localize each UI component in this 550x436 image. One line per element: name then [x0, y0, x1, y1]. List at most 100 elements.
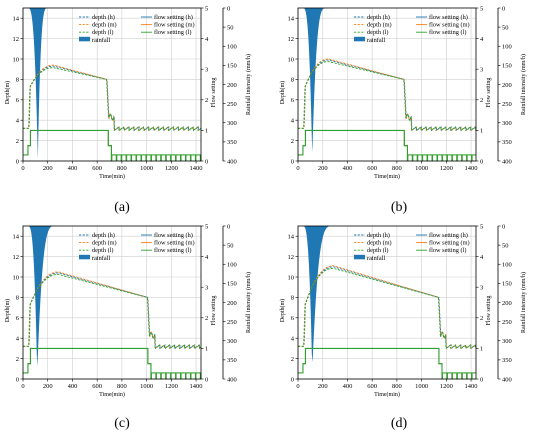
flow-setting-h-series — [298, 130, 476, 162]
y-tick-label: 12 — [13, 254, 20, 261]
panel-caption: (d) — [391, 416, 408, 431]
depth-h-series — [298, 266, 477, 350]
legend-label-1: depth (m) — [92, 22, 117, 29]
legend: depth (h)depth (m)depth (l)rainfall flow … — [354, 232, 470, 262]
y3-tick-label: 50 — [502, 242, 509, 249]
depth-h-series — [23, 272, 202, 350]
y3-tick-label: 200 — [227, 82, 237, 89]
y2-tick-label: 5 — [480, 223, 483, 230]
panel-caption: (b) — [391, 200, 408, 215]
legend-swatch-3 — [354, 36, 365, 42]
x-tick-label: 800 — [117, 383, 127, 390]
y-tick-label: 8 — [291, 77, 294, 84]
rainfall-series — [302, 226, 333, 363]
x-tick-label: 800 — [392, 165, 402, 172]
x-tick-label: 800 — [392, 383, 402, 390]
y3-tick-label: 100 — [227, 44, 237, 51]
y-tick-label: 0 — [291, 376, 294, 383]
flow-setting-l-series — [23, 129, 202, 162]
legend-label-5: flow setting (m) — [429, 240, 470, 247]
y2-axis-label: Flow setting — [486, 296, 492, 326]
y3-tick-label: 300 — [227, 120, 237, 127]
y2-tick-label: 3 — [205, 67, 208, 74]
depth-h-series — [23, 65, 202, 132]
y3-tick-label: 0 — [227, 5, 230, 12]
y-tick-label: 0 — [16, 158, 19, 165]
plot-frame — [22, 225, 202, 380]
legend: depth (h)depth (m)depth (l)rainfall flow … — [79, 232, 195, 262]
y2-tick-label: 0 — [480, 158, 483, 165]
legend-label-6: flow setting (l) — [429, 29, 466, 36]
y-axis-label: Depth(m) — [4, 81, 11, 104]
y3-tick-label: 50 — [227, 242, 234, 249]
y-tick-label: 10 — [13, 56, 20, 63]
y3-axis-label: Rainfall intensity (mm/h) — [245, 54, 252, 115]
y2-tick-label: 5 — [480, 5, 483, 12]
chart-panel-c: 0 200 400 600 800 1000 1200 1400Time(min)024681… — [4, 223, 252, 431]
x-axis-label: Time(min) — [374, 173, 400, 180]
depth-l-series — [298, 61, 477, 132]
y3-tick-label: 150 — [227, 63, 237, 70]
y3-tick-label: 400 — [502, 158, 512, 165]
x-tick-label: 200 — [318, 383, 328, 390]
y2-tick-label: 0 — [205, 158, 208, 165]
y-tick-label: 0 — [291, 158, 294, 165]
rainfall-series — [27, 226, 56, 367]
y2-tick-label: 2 — [205, 97, 208, 104]
y2-tick-label: 4 — [480, 254, 484, 261]
chart-panel-a: 0 200 400 600 800 1000 1200 1400Time(min)024681… — [4, 5, 252, 215]
x-tick-label: 1000 — [140, 165, 153, 172]
legend-label-0: depth (h) — [92, 14, 115, 21]
y-tick-label: 8 — [291, 295, 294, 302]
x-tick-label: 800 — [117, 165, 127, 172]
y3-tick-label: 350 — [502, 357, 512, 364]
legend-label-4: flow setting (h) — [429, 232, 468, 239]
y2-tick-label: 4 — [205, 254, 209, 261]
y-tick-label: 6 — [291, 315, 295, 322]
legend-label-3: rainfall — [367, 37, 385, 44]
x-axis-label: Time(min) — [99, 391, 125, 398]
y-tick-label: 14 — [288, 16, 295, 23]
y3-tick-label: 100 — [227, 262, 237, 269]
legend-label-2: depth (l) — [92, 247, 114, 254]
y2-axis-label: Flow setting — [211, 78, 217, 108]
y-tick-label: 2 — [291, 138, 294, 145]
x-tick-label: 0 — [21, 383, 24, 390]
panel-caption: (c) — [114, 416, 130, 431]
legend-label-6: flow setting (l) — [154, 29, 191, 36]
y2-tick-label: 1 — [205, 128, 208, 135]
x-tick-label: 200 — [318, 165, 328, 172]
legend-label-5: flow setting (m) — [154, 240, 195, 247]
y-tick-label: 12 — [288, 254, 295, 261]
chart-panel-b: 0 200 400 600 800 1000 1200 1400Time(min)024681… — [279, 5, 527, 215]
legend-label-4: flow setting (h) — [429, 14, 468, 21]
x-tick-label: 1000 — [415, 383, 428, 390]
y-axis-label: Depth(m) — [4, 299, 11, 322]
y3-tick-label: 250 — [502, 319, 512, 326]
flow-setting-m-series — [23, 348, 202, 380]
y2-axis-label: Flow setting — [211, 296, 217, 326]
depth-m-series — [298, 265, 477, 350]
y-tick-label: 14 — [288, 234, 295, 241]
y2-tick-label: 4 — [480, 36, 484, 43]
x-tick-label: 600 — [92, 165, 102, 172]
y3-axis-label: Rainfall intensity (mm/h) — [245, 272, 252, 333]
x-tick-label: 1000 — [415, 165, 428, 172]
y2-tick-label: 3 — [480, 285, 483, 292]
x-tick-label: 1200 — [165, 165, 178, 172]
y3-axis-label: Rainfall intensity (mm/h) — [520, 54, 527, 115]
y-tick-label: 4 — [291, 118, 295, 125]
flow-setting-m-series — [298, 130, 476, 162]
depth-m-series — [23, 271, 202, 350]
y3-tick-label: 0 — [227, 223, 230, 230]
x-tick-label: 600 — [367, 383, 377, 390]
y3-tick-label: 250 — [502, 101, 512, 108]
y-tick-label: 4 — [291, 336, 295, 343]
flow-setting-h-series — [298, 348, 476, 380]
y3-tick-label: 350 — [227, 357, 237, 364]
y2-tick-label: 2 — [480, 97, 483, 104]
x-axis-label: Time(min) — [99, 173, 125, 180]
y2-axis-label: Flow setting — [486, 78, 492, 108]
y2-tick-label: 1 — [480, 128, 483, 135]
